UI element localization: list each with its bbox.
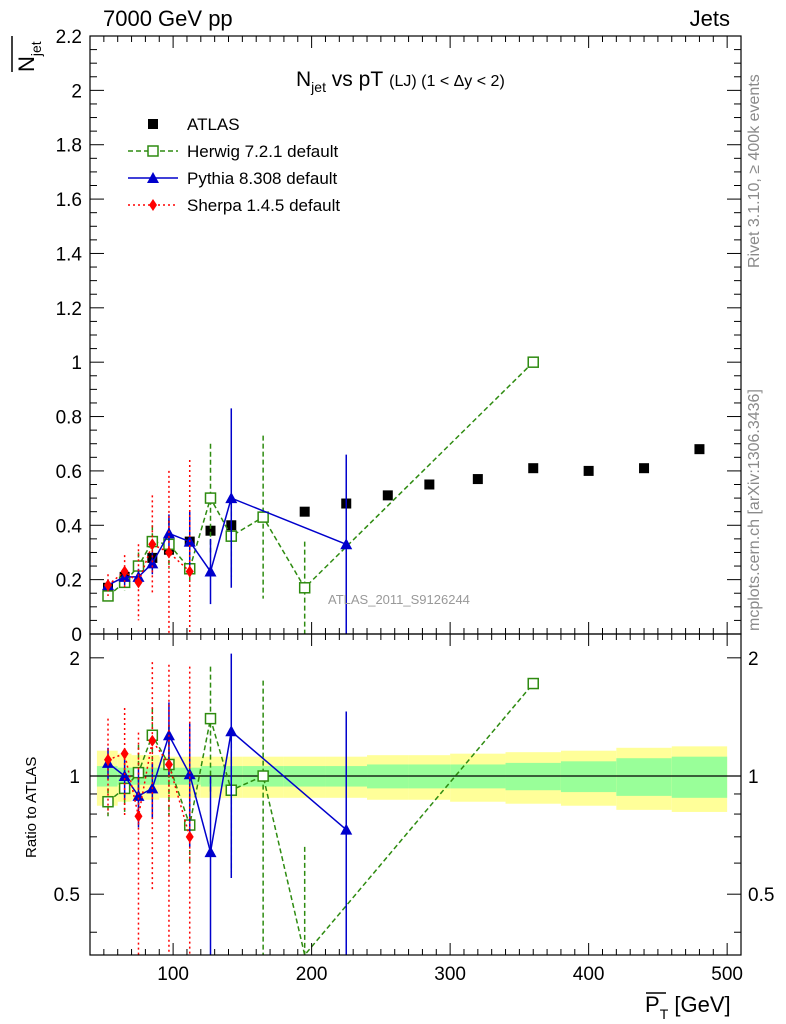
y-tick-label: 0.6 [56,462,82,483]
y-tick-label: 2 [71,81,82,102]
pythia-point [225,492,238,504]
pythia-point [162,527,175,539]
x-tick-label: 200 [296,964,328,985]
y-tick-label: 1.8 [56,136,82,157]
sherpa-ratio-point [104,753,113,766]
sherpa-point [104,579,113,592]
herwig-ratio-point [257,770,269,782]
analysis-watermark: ATLAS_2011_S9126244 [328,592,470,607]
pythia-point [204,565,217,577]
y-tick-label: 2.2 [56,27,82,48]
atlas-data-point [694,444,705,455]
ratio-band-stat [671,756,728,798]
sherpa-point [148,538,157,551]
y-tick-label: 0.4 [56,516,83,537]
atlas-data-point [424,479,435,490]
legend-marker [147,145,159,157]
x-tick-label: 300 [434,964,466,985]
svg-text:PT [GeV]: PT [GeV] [645,992,731,1022]
svg-text:Njet: Njet [14,41,44,72]
legend: ATLAS Herwig 7.2.1 default Pythia 8.308 de… [128,115,340,215]
ratio-tick-label-right: 1 [748,767,759,788]
ratio-tick-label-right: 0.5 [748,885,774,906]
herwig-ratio-point [204,712,217,725]
atlas-data-point [583,465,594,476]
x-tick-label: 500 [711,964,743,985]
legend-entry: Pythia 8.308 default [128,169,338,188]
y-tick-label: 1.6 [56,190,82,211]
x-tick-label: 100 [157,964,189,985]
legend-label: Pythia 8.308 default [187,169,338,188]
atlas-data-point [299,506,310,517]
header-process: 7000 GeV pp [103,6,233,31]
y-axis-label: Njet [11,36,44,72]
atlas-data-point [528,463,539,474]
atlas-data-point [639,463,650,474]
sherpa-point [185,565,194,578]
ratio-band-stat [616,758,672,796]
herwig-ratio-point [102,795,114,808]
sherpa-point [120,565,129,578]
ratio-tick-label: 1 [69,767,80,788]
pythia-point [340,538,353,550]
sherpa-ratio-point [164,758,173,771]
pythia-ratio-point [204,846,217,858]
y-tick-label: 0.8 [56,408,82,429]
legend-label: Herwig 7.2.1 default [187,142,338,161]
pythia-point [146,557,159,569]
pythia-ratio-point [118,770,131,782]
herwig-point [527,356,539,368]
herwig-point [298,582,311,594]
ratio-band-stat [560,761,617,793]
ratio-tick-label-right: 2 [748,649,759,670]
axes: 100 200 300 400 500 0 0.2 0.4 0.6 0.8 1 1.2 1.4 1.6 1.… [54,27,775,985]
sherpa-ratio-point [134,810,143,823]
x-axis-label: PT [GeV] [645,992,731,1022]
atlas-data-point [382,490,393,501]
herwig-point [257,511,269,523]
y-tick-label: 0.2 [56,571,82,592]
legend-label: ATLAS [187,115,240,134]
herwig-point [204,492,217,504]
legend-entry: ATLAS [148,115,240,134]
herwig-ratio-point [527,677,539,690]
ratio-y-axis-label: Ratio to ATLAS [23,757,40,858]
pythia-ratio-point [340,823,353,835]
atlas-data-point [205,525,216,536]
series-layer [102,356,705,957]
y-tick-label: 0 [71,625,82,646]
atlas-data-point [472,474,483,485]
legend-label: Sherpa 1.4.5 default [187,196,340,215]
pythia-ratio-point [183,768,196,780]
legend-marker [149,199,157,211]
sherpa-ratio-point [185,830,194,843]
herwig-ratio-line [107,683,534,957]
sherpa-ratio-point [148,734,157,747]
pythia-ratio-point [225,725,238,737]
pythia-ratio-point [162,729,175,741]
ratio-tick-label: 0.5 [54,885,80,906]
sherpa-point [164,546,173,559]
legend-entry: Herwig 7.2.1 default [128,142,338,161]
chart-title: Njet vs pT (LJ) (1 < Δy < 2) [296,68,505,95]
ratio-tick-label: 2 [69,649,80,670]
x-tick-label: 400 [573,964,605,985]
sherpa-point [134,576,143,589]
header-category: Jets [689,6,730,31]
y-tick-label: 1.2 [56,299,82,320]
legend-marker [147,172,159,183]
herwig-line [107,361,534,597]
legend-marker [148,119,158,129]
sherpa-ratio-point [120,747,129,760]
legend-entry: Sherpa 1.4.5 default [128,196,340,215]
ratio-panel-frame [89,633,742,956]
y-tick-label: 1 [71,353,82,374]
y-tick-label: 1.4 [56,244,83,265]
sherpa-ratio-line [107,738,191,838]
